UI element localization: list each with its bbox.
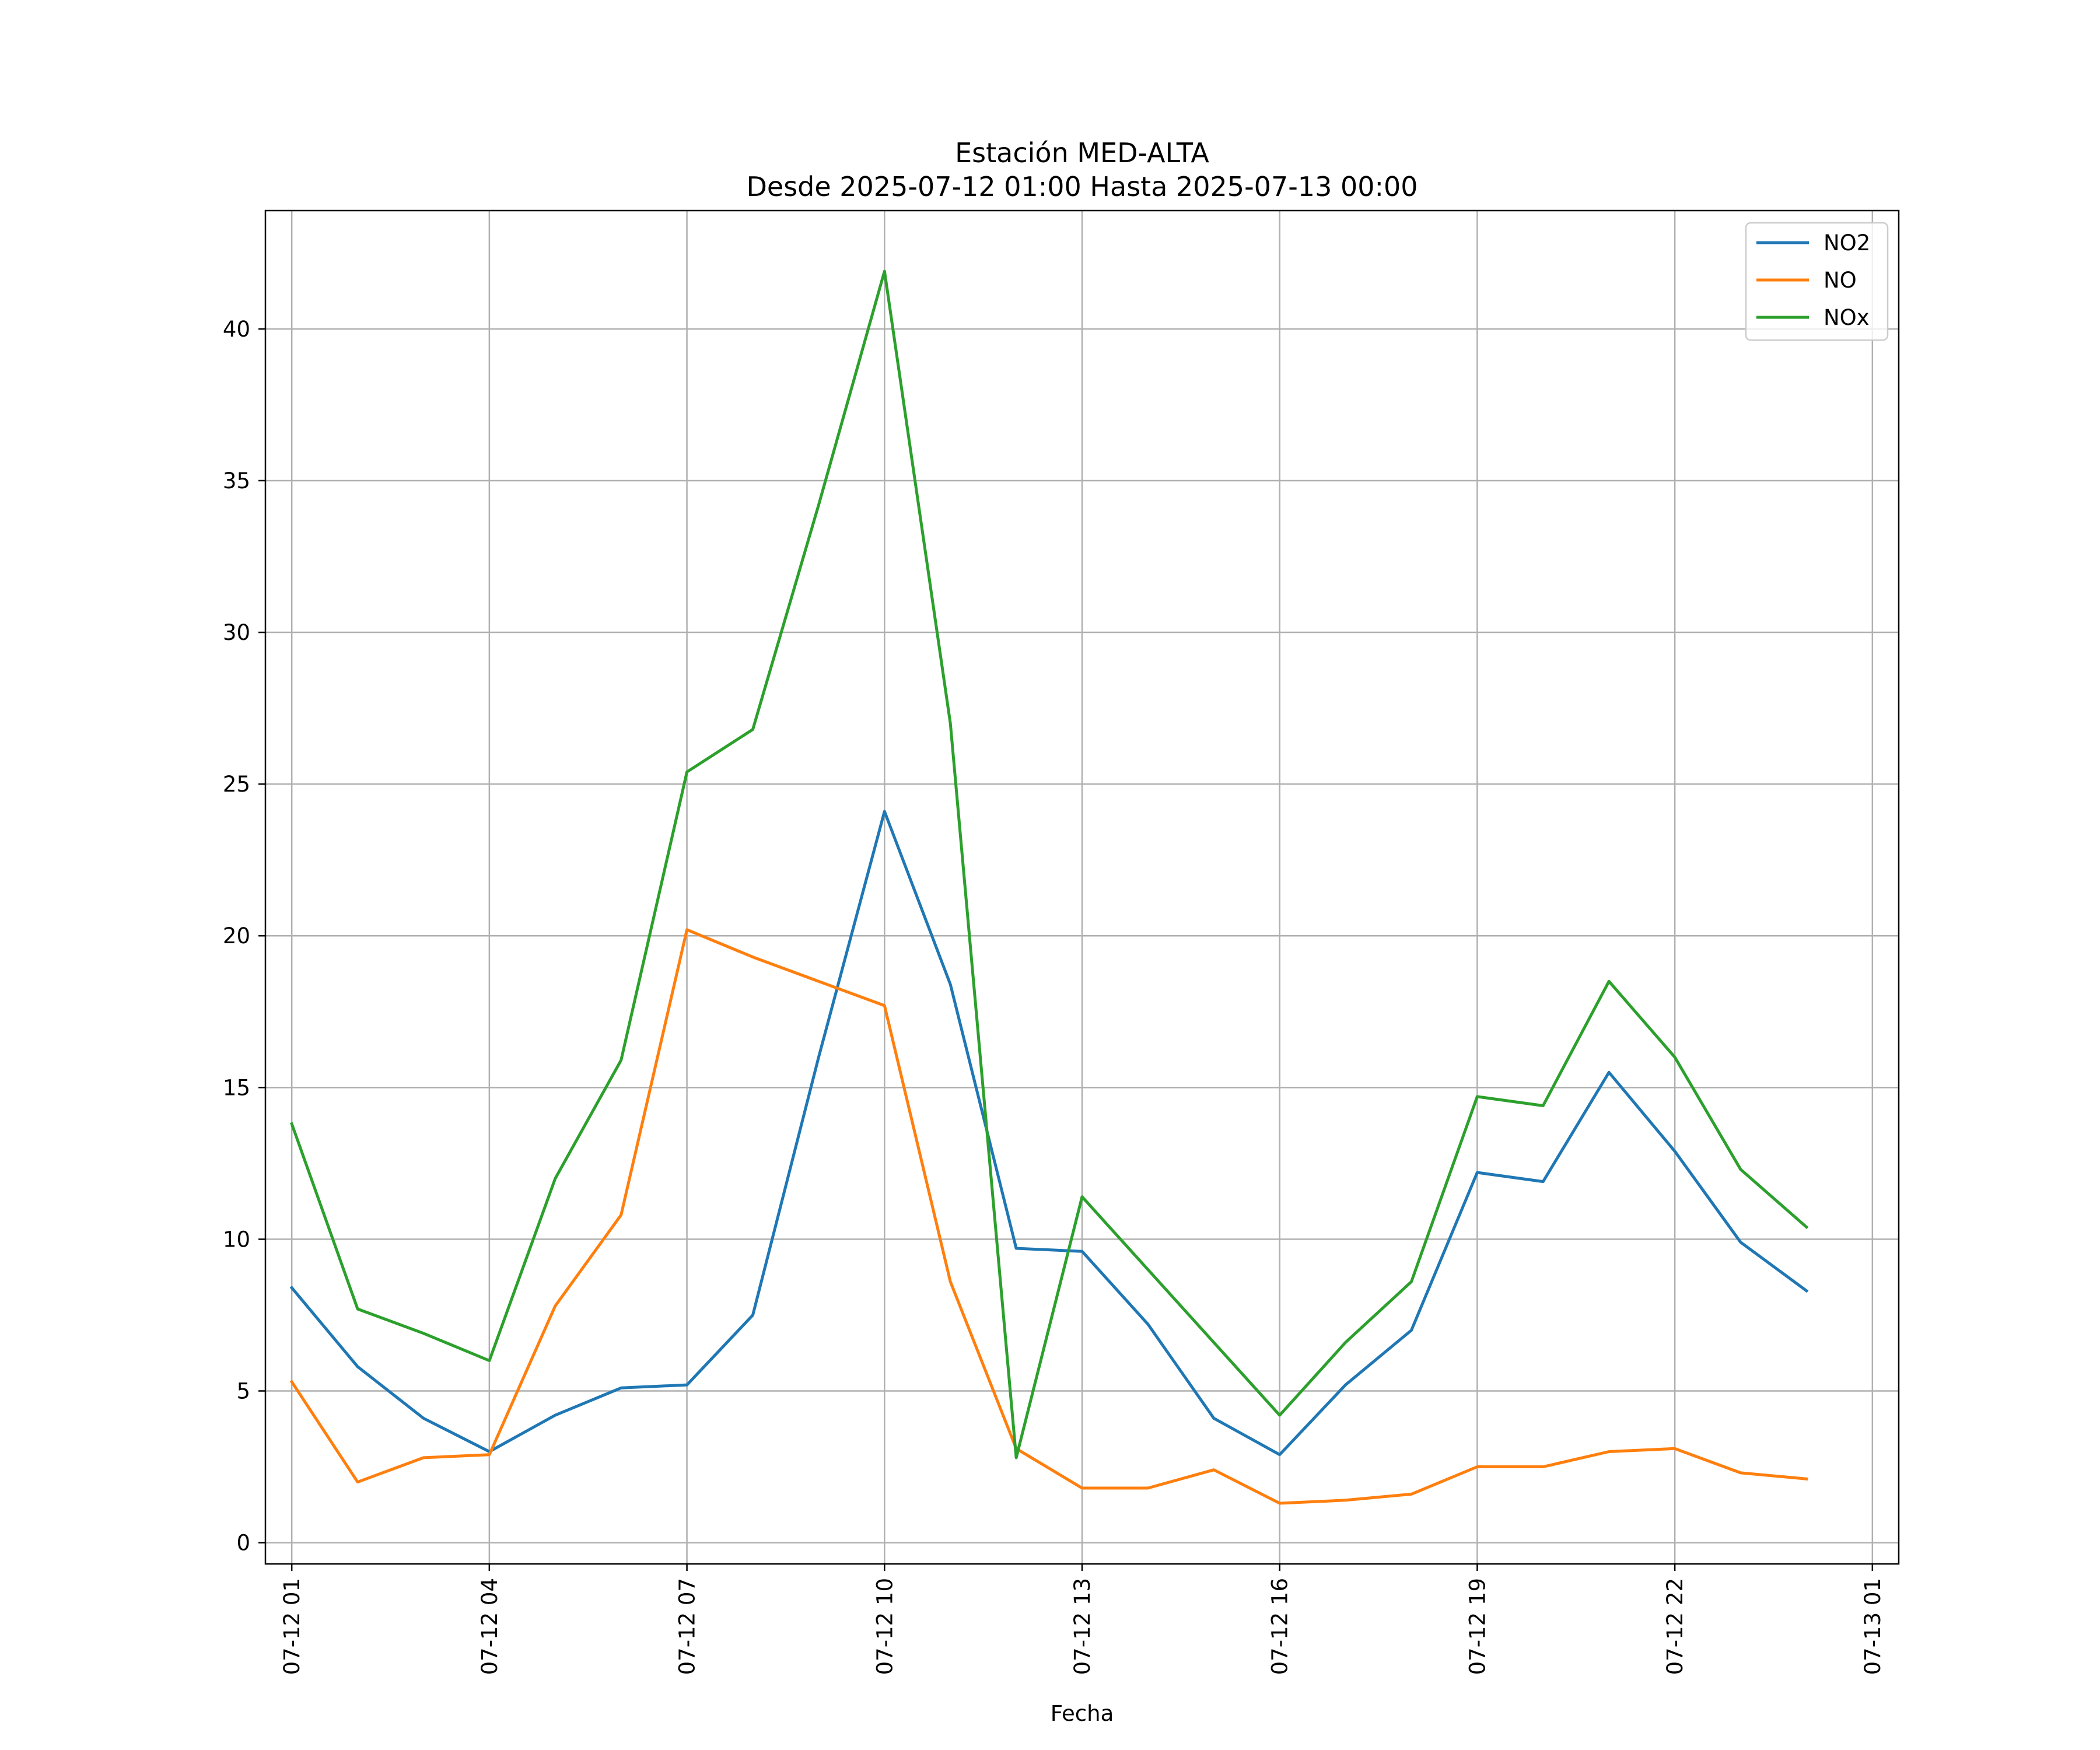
legend: NO2 NO NOx — [1745, 222, 1889, 341]
y-tick-label: 35 — [223, 468, 250, 494]
grid — [265, 211, 1899, 1564]
chart-subtitle: Desde 2025-07-12 01:00 Hasta 2025-07-13 … — [746, 171, 1418, 202]
x-tick-label: 07-12 01 — [279, 1578, 304, 1675]
x-tick-label: 07-12 16 — [1268, 1578, 1293, 1675]
x-tick-label: 07-12 04 — [477, 1578, 502, 1675]
axis-ticks: 07-12 01 07-12 04 07-12 07 07-12 10 07-12 13… — [223, 317, 1885, 1675]
x-tick-label: 07-12 07 — [675, 1578, 700, 1675]
y-tick-label: 0 — [236, 1531, 250, 1556]
x-tick-label: 07-12 10 — [872, 1578, 897, 1675]
y-tick-label: 5 — [236, 1378, 250, 1404]
series-lines — [289, 270, 1809, 1505]
legend-label-no: NO — [1824, 268, 1857, 293]
x-tick-label: 07-12 22 — [1662, 1578, 1688, 1675]
legend-label-nox: NOx — [1824, 305, 1870, 330]
y-tick-label: 15 — [223, 1075, 250, 1100]
legend-label-no2: NO2 — [1824, 230, 1870, 256]
chart-title: Estación MED-ALTA — [955, 137, 1209, 169]
series-line-no2 — [289, 810, 1809, 1457]
x-axis-label: Fecha — [1051, 1701, 1114, 1726]
y-tick-label: 30 — [223, 620, 250, 645]
x-tick-label: 07-12 13 — [1070, 1578, 1095, 1675]
x-tick-label: 07-12 19 — [1465, 1578, 1490, 1675]
y-tick-label: 40 — [223, 317, 250, 342]
legend-box — [1745, 222, 1889, 341]
y-tick-label: 20 — [223, 923, 250, 949]
x-tick-label: 07-13 01 — [1860, 1578, 1885, 1675]
series-line-no — [289, 928, 1808, 1505]
y-tick-label: 10 — [223, 1227, 250, 1252]
y-tick-label: 25 — [223, 772, 250, 797]
series-line-nox — [290, 270, 1809, 1460]
